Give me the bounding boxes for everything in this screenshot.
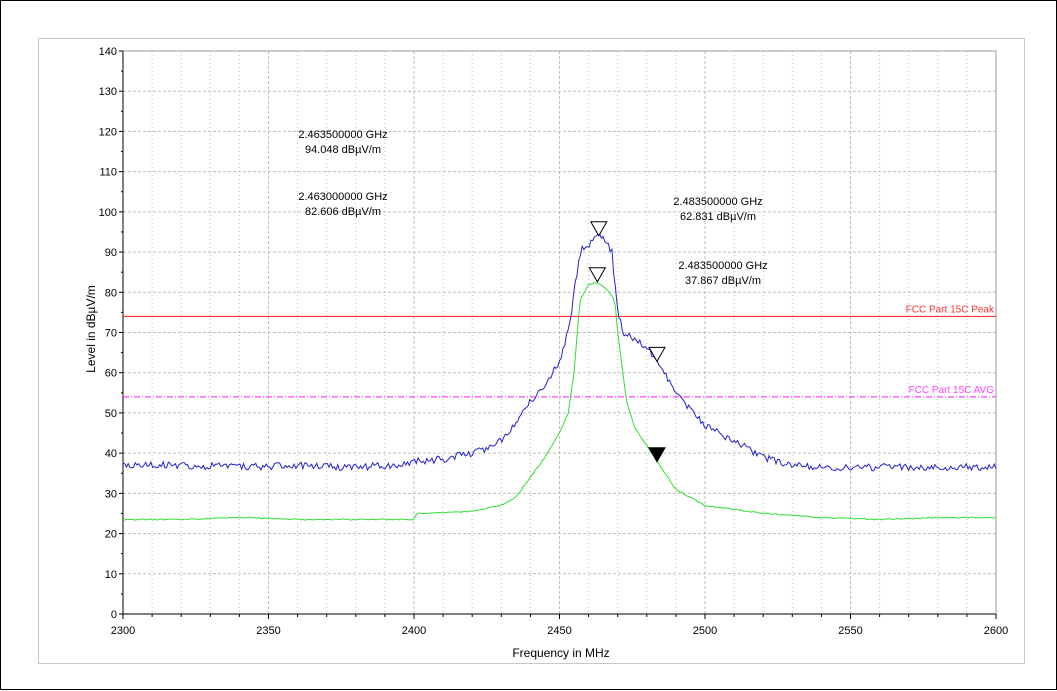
y-tick-label: 110 xyxy=(99,167,117,179)
y-tick-label: 60 xyxy=(105,368,117,380)
limit-line-label-0: FCC Part 15C Peak xyxy=(906,304,995,315)
y-tick-label: 80 xyxy=(105,287,117,299)
x-tick-label: 2300 xyxy=(111,625,135,637)
x-tick-label: 2350 xyxy=(256,625,280,637)
marker-label-level-3: 37.867 dBµV/m xyxy=(685,275,761,287)
marker-label-freq-2: 2.483500000 GHz xyxy=(673,196,762,208)
markers xyxy=(588,221,666,463)
y-tick-label: 120 xyxy=(99,126,117,138)
marker-0 xyxy=(589,221,608,237)
marker-label-freq-3: 2.483500000 GHz xyxy=(678,260,767,272)
y-tick-label: 30 xyxy=(105,488,117,500)
x-tick-label: 2400 xyxy=(402,625,426,637)
marker-label-level-1: 82.606 dBµV/m xyxy=(305,206,381,218)
y-tick-label: 40 xyxy=(105,448,117,460)
x-tick-label: 2500 xyxy=(693,625,717,637)
x-tick-label: 2600 xyxy=(984,625,1008,637)
x-tick-label: 2450 xyxy=(547,625,571,637)
y-tick-label: 20 xyxy=(105,529,117,541)
marker-label-level-2: 62.831 dBµV/m xyxy=(680,211,756,223)
y-tick-label: 140 xyxy=(99,46,117,58)
x-axis-label: Frequency in MHz xyxy=(512,646,609,660)
y-tick-label: 70 xyxy=(105,328,117,340)
series-lines xyxy=(122,233,997,521)
axes: 0 10 20 30 40 50 60 70 80 90 100 110 120 130 140 2300 23… xyxy=(99,46,1009,637)
y-tick-label: 90 xyxy=(105,247,117,259)
marker-2 xyxy=(648,346,666,363)
grid xyxy=(123,51,996,614)
y-tick-label: 100 xyxy=(99,207,117,219)
marker-label-level-0: 94.048 dBµV/m xyxy=(305,144,381,156)
x-tick-label: 2550 xyxy=(838,625,862,637)
chart-panel xyxy=(38,38,1025,664)
y-tick-label: 50 xyxy=(105,408,117,420)
y-axis-label: Level in dBµV/m xyxy=(84,285,98,373)
series-line-1 xyxy=(122,282,997,521)
y-tick-label: 10 xyxy=(105,569,117,581)
y-tick-label: 0 xyxy=(111,609,117,621)
y-tick-label: 130 xyxy=(99,86,117,98)
marker-label-freq-1: 2.463000000 GHz xyxy=(298,191,387,203)
marker-1 xyxy=(588,267,607,283)
limit-line-label-1: FCC Part 15C AVG xyxy=(909,385,995,396)
marker-label-freq-0: 2.463500000 GHz xyxy=(298,129,387,141)
marker-labels: 2.463500000 GHz 94.048 dBµV/m 2.463000000 … xyxy=(298,129,767,287)
series-line-0 xyxy=(122,233,997,472)
marker-3 xyxy=(648,447,666,463)
limit-lines: FCC Part 15C Peak FCC Part 15C AVG xyxy=(123,304,996,398)
